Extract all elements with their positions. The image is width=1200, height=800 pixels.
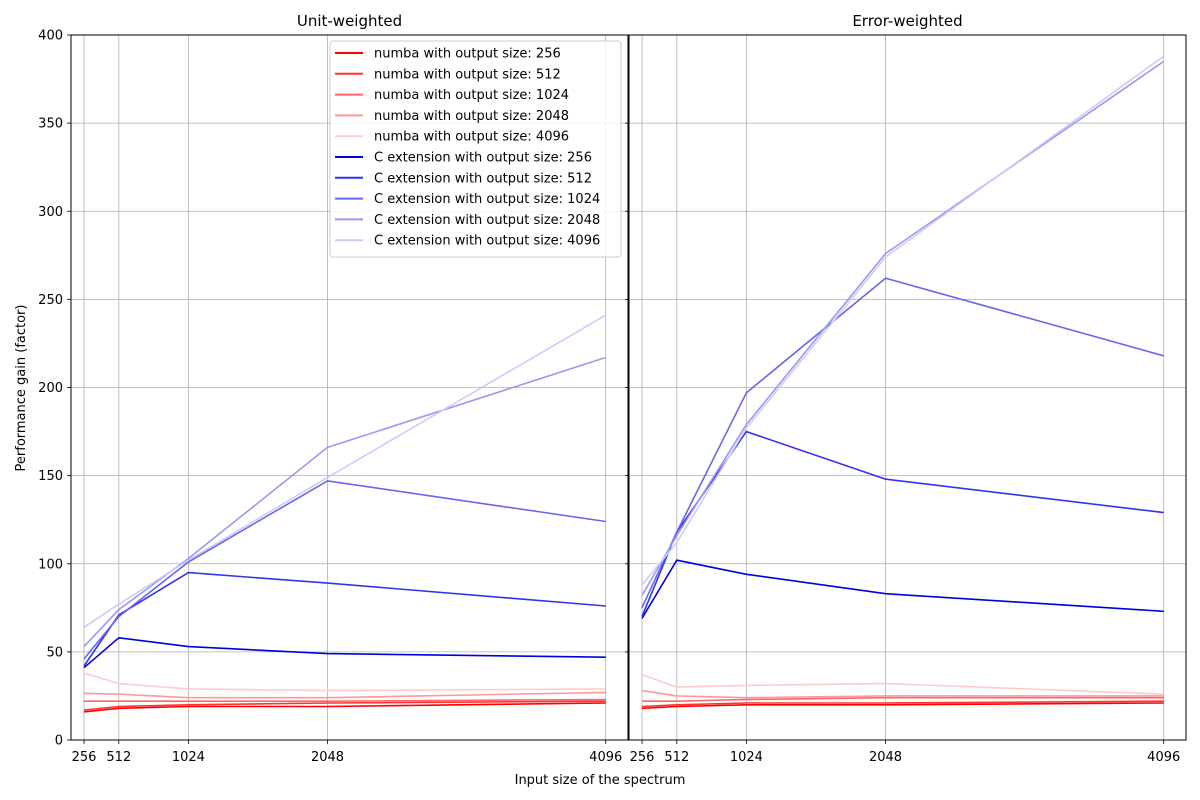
error-weighted-gridlines (629, 34, 1186, 741)
legend-label: C extension with output size: 4096 (374, 234, 600, 249)
error-weighted-series (641, 55, 1165, 710)
series-line (641, 277, 1164, 609)
y-tick-label: 300 (38, 205, 63, 220)
series-line (641, 60, 1165, 596)
legend-label: numba with output size: 2048 (374, 109, 569, 124)
series-line (641, 689, 1164, 699)
series-line (83, 691, 606, 699)
series-line (641, 430, 1164, 617)
error-weighted-y-ticks (625, 34, 629, 741)
series-line (642, 696, 1164, 703)
series-line (641, 700, 1164, 708)
series-line (641, 55, 1165, 586)
x-tick-label: 2048 (869, 750, 902, 765)
y-tick-label: 100 (38, 557, 63, 572)
x-tick-label: 512 (664, 750, 689, 765)
series-line (83, 636, 606, 669)
legend: numba with output size: 256 numba with ou… (329, 40, 622, 258)
x-tick-label: 2048 (311, 750, 344, 765)
y-tick-label: 200 (38, 381, 63, 396)
y-tick-label: 250 (38, 293, 63, 308)
legend-label: numba with output size: 4096 (374, 130, 569, 145)
y-tick-label: 0 (55, 734, 63, 749)
x-tick-label: 512 (106, 750, 131, 765)
y-tick-label: 150 (38, 469, 63, 484)
series-line (83, 314, 607, 628)
x-axis-label: Input size of the spectrum (515, 773, 686, 788)
series-line (83, 672, 606, 692)
series-line (641, 674, 1164, 695)
series-line (641, 559, 1164, 619)
y-tick-label: 350 (38, 117, 63, 132)
error-weighted-panel: 256 512 1024 2048 4096 Error-weighted (625, 12, 1187, 765)
unit-weighted-y-ticks: 0 50 100 150 200 250 300 350 400 (38, 29, 71, 749)
error-weighted-title: Error-weighted (852, 12, 962, 30)
x-tick-label: 256 (72, 750, 97, 765)
series-line (84, 698, 606, 703)
series-line (83, 480, 606, 660)
series-line (641, 702, 1164, 710)
legend-label: C extension with output size: 2048 (374, 213, 600, 228)
legend-label: C extension with output size: 1024 (374, 192, 600, 207)
unit-weighted-x-ticks: 256 512 1024 2048 4096 (72, 740, 622, 765)
series-line (83, 700, 606, 711)
error-weighted-x-ticks: 256 512 1024 2048 4096 (630, 740, 1180, 765)
legend-label: C extension with output size: 512 (374, 171, 592, 186)
unit-weighted-title: Unit-weighted (297, 12, 402, 30)
legend-label: numba with output size: 1024 (374, 88, 569, 103)
x-tick-label: 4096 (1147, 750, 1180, 765)
x-tick-label: 1024 (730, 750, 763, 765)
x-tick-label: 256 (630, 750, 655, 765)
y-tick-label: 400 (38, 29, 63, 44)
series-line (83, 356, 606, 648)
y-tick-label: 50 (46, 645, 63, 660)
series-line (83, 702, 606, 713)
y-axis-label: Performance gain (factor) (14, 305, 29, 472)
x-tick-label: 4096 (589, 750, 622, 765)
legend-box (329, 40, 622, 258)
unit-weighted-series (83, 314, 607, 713)
legend-label: C extension with output size: 256 (374, 151, 592, 166)
legend-label: numba with output size: 256 (374, 47, 561, 62)
x-tick-label: 1024 (172, 750, 205, 765)
legend-label: numba with output size: 512 (374, 67, 561, 82)
